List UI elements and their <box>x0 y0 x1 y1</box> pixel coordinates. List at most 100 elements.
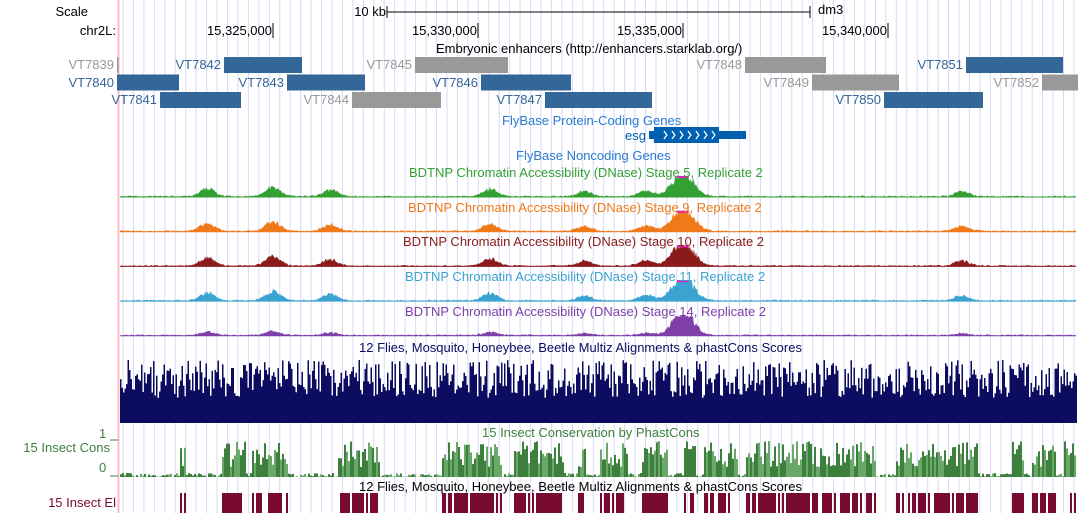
conserved-element <box>450 493 452 513</box>
cons-bar <box>426 475 428 477</box>
conserved-element <box>470 493 472 513</box>
multiz-bar <box>712 392 714 423</box>
multiz-bar <box>1069 381 1071 423</box>
cons-track-title[interactable]: 15 Insect Conservation by PhastCons <box>482 425 700 440</box>
cons-bar <box>612 465 614 477</box>
cons-bar <box>1024 474 1026 477</box>
enhancer-label[interactable]: VT7847 <box>496 92 543 107</box>
conserved-element <box>898 493 900 513</box>
conserved-element <box>520 493 522 513</box>
multiz-bar <box>478 362 480 423</box>
cons-bar <box>900 447 902 477</box>
dnase-track-title[interactable]: BDTNP Chromatin Accessibility (DNase) St… <box>403 234 765 250</box>
cons-bar <box>822 455 824 477</box>
elements-side-label[interactable]: 15 Insect El <box>48 495 116 510</box>
multiz-bar <box>504 363 506 423</box>
multiz-bar <box>720 395 722 423</box>
multiz-bar <box>132 389 134 423</box>
conserved-element <box>728 493 730 513</box>
multiz-bar <box>1032 391 1034 423</box>
cons-side-label[interactable]: 15 Insect Cons <box>23 440 110 455</box>
multiz-bar <box>697 369 699 423</box>
enhancer-label[interactable]: VT7850 <box>835 92 881 107</box>
enhancers-track-title[interactable]: Embryonic enhancers (http://enhancers.st… <box>436 41 743 56</box>
multiz-bar <box>252 389 254 423</box>
enhancer-label[interactable]: VT7839 <box>68 57 115 72</box>
dnase-track-title[interactable]: BDTNP Chromatin Accessibility (DNase) St… <box>405 303 767 319</box>
multiz-bar <box>895 369 897 423</box>
cons-bar <box>672 476 674 477</box>
multiz-bar <box>195 366 197 423</box>
cons-bar <box>486 446 488 477</box>
conserved-element <box>658 493 660 513</box>
multiz-bar <box>385 390 387 423</box>
enhancer-label[interactable]: VT7841 <box>111 92 158 107</box>
multiz-bar <box>1050 394 1052 423</box>
multiz-bar <box>400 373 402 423</box>
multiz-bar <box>415 364 417 423</box>
noncoding-track-title[interactable]: FlyBase Noncoding Genes <box>516 148 671 163</box>
multiz-bar <box>397 394 399 423</box>
multiz-bar <box>547 370 549 423</box>
multiz-bar <box>331 395 333 423</box>
enhancer-label[interactable]: VT7843 <box>238 74 284 90</box>
enhancer-label[interactable]: VT7849 <box>763 74 810 90</box>
multiz-bar <box>351 371 353 423</box>
dnase-track-title[interactable]: BDTNP Chromatin Accessibility (DNase) St… <box>409 165 763 180</box>
multiz-bar <box>645 376 647 423</box>
cons-bar <box>834 465 836 477</box>
multiz-bar <box>169 368 171 423</box>
enhancer-label[interactable]: VT7848 <box>696 57 743 72</box>
cons-bar <box>884 474 886 477</box>
enhancer-label[interactable]: VT7844 <box>303 92 350 107</box>
cons-bar <box>730 443 732 477</box>
conserved-element <box>758 493 760 513</box>
cons-bar <box>302 475 304 477</box>
conserved-element <box>704 493 706 513</box>
cons-bar <box>682 475 684 477</box>
cons-bar <box>292 473 294 477</box>
multiz-track-title[interactable]: 12 Flies, Mosquito, Honeybee, Beetle Mul… <box>359 340 802 355</box>
multiz-bar <box>502 386 504 423</box>
cons-bar <box>990 476 992 477</box>
enhancer-label[interactable]: VT7846 <box>432 74 479 90</box>
dnase-track-title[interactable]: BDTNP Chromatin Accessibility (DNase) St… <box>408 199 762 215</box>
multiz-bar <box>1039 395 1041 423</box>
conserved-element <box>1014 493 1016 513</box>
multiz-bar <box>183 385 185 423</box>
cons-bar <box>600 449 602 477</box>
multiz-bar <box>334 382 336 423</box>
multiz-bar <box>442 363 444 423</box>
multiz-bar <box>787 382 789 423</box>
multiz-bar <box>235 395 237 423</box>
multiz-bar <box>315 379 317 423</box>
gene-label-esg[interactable]: esg <box>625 128 646 143</box>
enhancer-label[interactable]: VT7842 <box>175 57 222 72</box>
conserved-element <box>464 493 466 513</box>
multiz-bar <box>295 392 297 423</box>
cons-bar <box>1056 475 1058 477</box>
multiz-bar <box>883 391 885 423</box>
enhancer-label[interactable]: VT7851 <box>917 57 963 72</box>
multiz-bar <box>775 377 777 423</box>
elements-track-title[interactable]: 12 Flies, Mosquito, Honeybee, Beetle Mul… <box>359 479 802 494</box>
multiz-bar <box>588 365 590 423</box>
multiz-bar <box>684 375 686 423</box>
multiz-bar <box>432 396 434 423</box>
multiz-bar <box>226 383 228 423</box>
multiz-bar <box>1075 375 1077 423</box>
multiz-bar <box>142 391 144 423</box>
multiz-bar <box>831 365 833 423</box>
genes-track-title[interactable]: FlyBase Protein-Coding Genes <box>502 113 682 128</box>
multiz-bar <box>486 360 488 423</box>
conserved-element <box>802 493 804 513</box>
enhancer-label[interactable]: VT7852 <box>993 74 1040 90</box>
conserved-element <box>604 493 606 513</box>
multiz-bar <box>1003 372 1005 423</box>
enhancer-label[interactable]: VT7845 <box>366 57 412 72</box>
enhancer-feature <box>414 57 508 73</box>
enhancer-label[interactable]: VT7840 <box>68 74 115 90</box>
multiz-bar <box>663 380 665 423</box>
dnase-track-title[interactable]: BDTNP Chromatin Accessibility (DNase) St… <box>405 269 766 285</box>
